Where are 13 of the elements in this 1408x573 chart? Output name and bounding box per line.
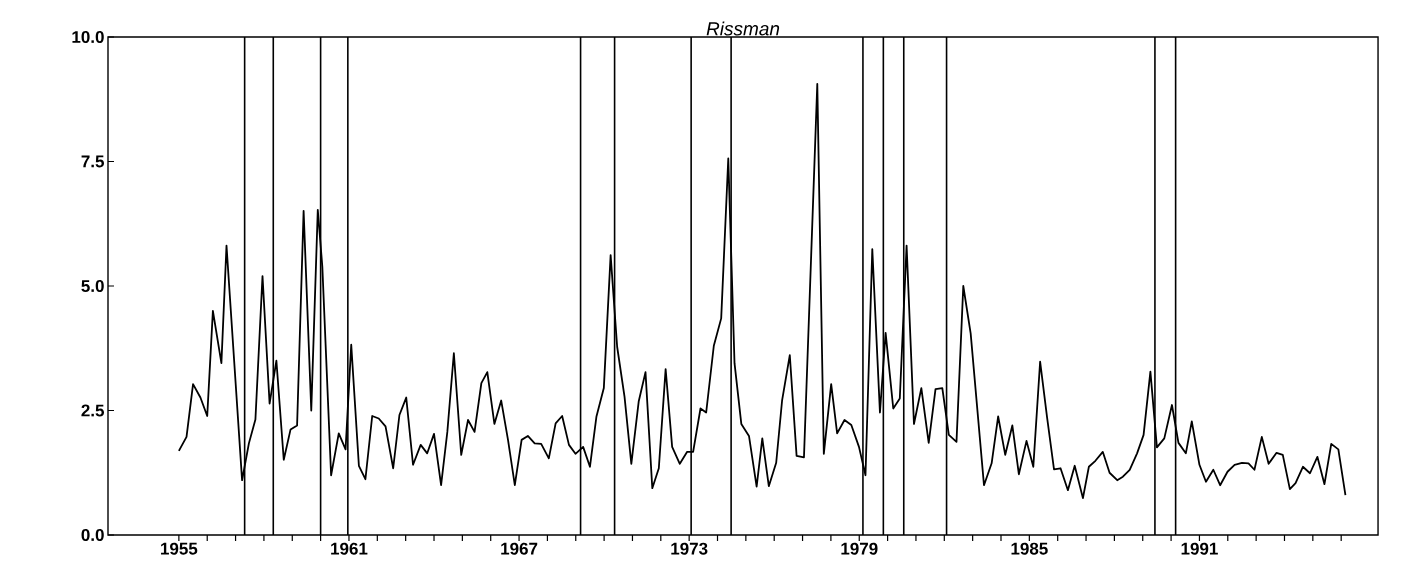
x-tick-label: 1985: [1011, 542, 1048, 555]
y-tick-label: 0.0: [81, 528, 104, 542]
x-tick-label: 1961: [331, 542, 368, 555]
x-tick-label: 1955: [161, 542, 198, 555]
y-tick-label: 7.5: [81, 155, 105, 168]
y-tick-label: 10.0: [72, 30, 104, 44]
x-tick-label: 1991: [1181, 542, 1218, 555]
x-tick-label: 1967: [501, 542, 538, 555]
y-tick-label: 5.0: [81, 279, 104, 293]
x-tick-label: 1973: [671, 542, 708, 555]
chart-title: Rissman: [706, 21, 780, 36]
x-tick-label: 1979: [841, 542, 878, 555]
y-tick-label: 2.5: [81, 404, 105, 417]
